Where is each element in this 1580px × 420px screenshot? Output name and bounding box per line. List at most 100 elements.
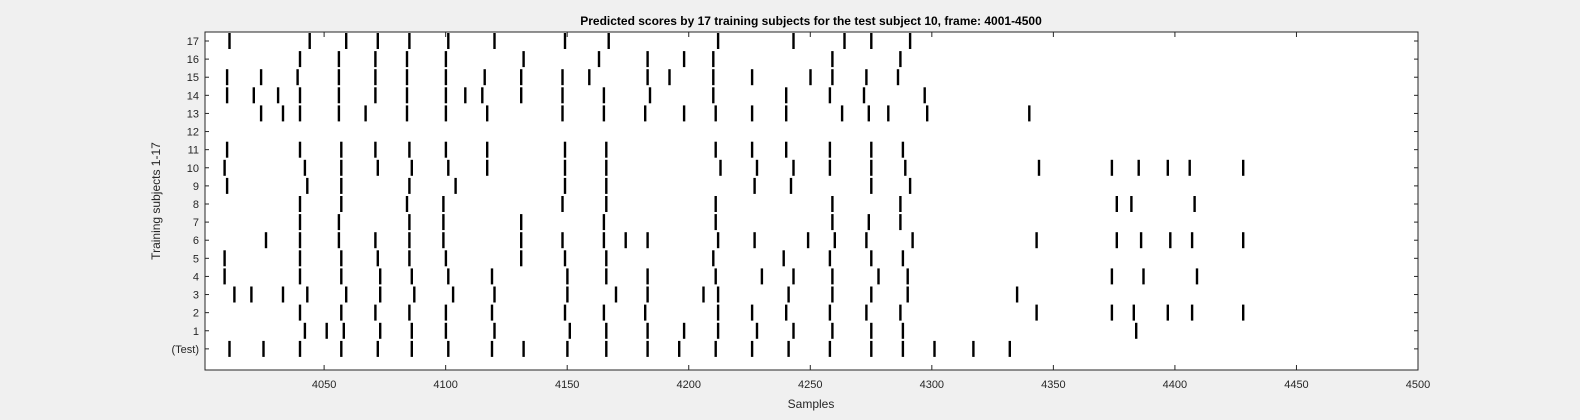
event-mark bbox=[376, 250, 379, 267]
event-mark bbox=[719, 159, 722, 176]
event-mark bbox=[223, 159, 226, 176]
event-mark bbox=[714, 340, 717, 357]
event-mark bbox=[376, 33, 379, 49]
event-mark bbox=[490, 304, 494, 321]
event-mark bbox=[828, 304, 832, 321]
event-mark bbox=[714, 196, 717, 212]
event-mark bbox=[750, 69, 754, 86]
event-mark bbox=[442, 214, 445, 231]
event-mark bbox=[493, 322, 496, 339]
event-mark bbox=[1028, 105, 1031, 122]
event-mark bbox=[410, 322, 413, 339]
event-mark bbox=[714, 214, 717, 231]
event-mark bbox=[605, 250, 608, 267]
y-tick-label: 6 bbox=[193, 235, 199, 247]
event-mark bbox=[298, 87, 302, 104]
y-tick-label: 13 bbox=[187, 108, 199, 120]
event-mark bbox=[597, 51, 601, 68]
chart-title: Predicted scores by 17 training subjects… bbox=[580, 14, 1042, 28]
event-mark bbox=[342, 322, 345, 339]
event-mark bbox=[490, 340, 494, 357]
event-mark bbox=[605, 141, 608, 158]
event-mark bbox=[716, 33, 720, 49]
event-mark bbox=[870, 177, 873, 194]
event-mark bbox=[785, 304, 788, 321]
event-mark bbox=[716, 322, 720, 339]
event-mark bbox=[298, 340, 302, 357]
event-mark bbox=[374, 69, 377, 86]
event-mark bbox=[223, 250, 226, 267]
event-mark bbox=[787, 340, 790, 357]
y-tick-label: 11 bbox=[188, 145, 199, 157]
event-mark bbox=[605, 159, 608, 176]
event-mark bbox=[276, 87, 280, 104]
event-mark bbox=[337, 105, 341, 122]
event-mark bbox=[225, 141, 229, 158]
event-mark bbox=[408, 141, 411, 158]
event-mark bbox=[605, 322, 608, 339]
event-mark bbox=[1166, 304, 1169, 321]
event-mark bbox=[447, 268, 450, 285]
event-mark bbox=[782, 250, 785, 267]
event-mark bbox=[899, 51, 902, 68]
event-mark bbox=[481, 87, 484, 104]
x-axis-label: Samples bbox=[788, 397, 835, 411]
event-mark bbox=[225, 87, 229, 104]
event-mark bbox=[1015, 286, 1019, 303]
event-mark bbox=[614, 286, 618, 303]
event-mark bbox=[447, 340, 450, 357]
event-mark bbox=[828, 250, 832, 267]
event-mark bbox=[1166, 159, 1169, 176]
event-mark bbox=[408, 250, 411, 267]
y-tick-label: 9 bbox=[193, 181, 199, 193]
event-mark bbox=[1132, 304, 1135, 321]
event-mark bbox=[410, 159, 413, 176]
x-tick-label: 4450 bbox=[1284, 379, 1308, 391]
x-axis-ticks: 4050 4100 4150 4200 4250 4300 4350 4400 4450 4500 bbox=[312, 32, 1430, 391]
event-mark bbox=[809, 69, 812, 86]
event-mark bbox=[259, 105, 263, 122]
event-mark bbox=[908, 177, 912, 194]
event-mark bbox=[486, 141, 489, 158]
event-mark bbox=[563, 33, 567, 49]
event-mark bbox=[444, 105, 448, 122]
event-mark bbox=[933, 340, 936, 357]
event-mark bbox=[228, 340, 231, 357]
event-mark bbox=[602, 304, 606, 321]
event-mark bbox=[1115, 196, 1118, 212]
event-mark bbox=[228, 33, 231, 49]
event-mark bbox=[678, 340, 681, 357]
event-mark bbox=[561, 232, 564, 249]
x-tick-label: 4500 bbox=[1406, 379, 1430, 391]
event-mark bbox=[520, 69, 523, 86]
event-mark bbox=[408, 304, 411, 321]
event-mark bbox=[405, 69, 409, 86]
y-tick-label: 10 bbox=[187, 163, 199, 175]
event-mark bbox=[337, 51, 341, 68]
event-mark bbox=[712, 87, 715, 104]
y-tick-label: (Test) bbox=[172, 344, 200, 356]
y-tick-label: 7 bbox=[193, 217, 199, 229]
event-mark bbox=[340, 196, 343, 212]
event-mark bbox=[374, 87, 377, 104]
event-mark bbox=[682, 322, 686, 339]
event-mark bbox=[345, 33, 348, 49]
event-mark bbox=[408, 232, 411, 249]
event-mark bbox=[716, 286, 720, 303]
event-mark bbox=[901, 141, 905, 158]
event-mark bbox=[833, 232, 836, 249]
event-mark bbox=[1190, 304, 1194, 321]
event-mark bbox=[447, 33, 450, 49]
event-mark bbox=[714, 105, 717, 122]
event-mark bbox=[870, 141, 873, 158]
event-mark bbox=[225, 177, 229, 194]
y-tick-label: 5 bbox=[193, 253, 199, 265]
event-mark bbox=[828, 87, 832, 104]
event-mark bbox=[298, 141, 302, 158]
event-mark bbox=[486, 105, 489, 122]
event-mark bbox=[840, 105, 844, 122]
event-mark bbox=[755, 322, 759, 339]
event-mark bbox=[716, 304, 720, 321]
event-mark bbox=[1188, 159, 1191, 176]
event-mark bbox=[750, 141, 754, 158]
